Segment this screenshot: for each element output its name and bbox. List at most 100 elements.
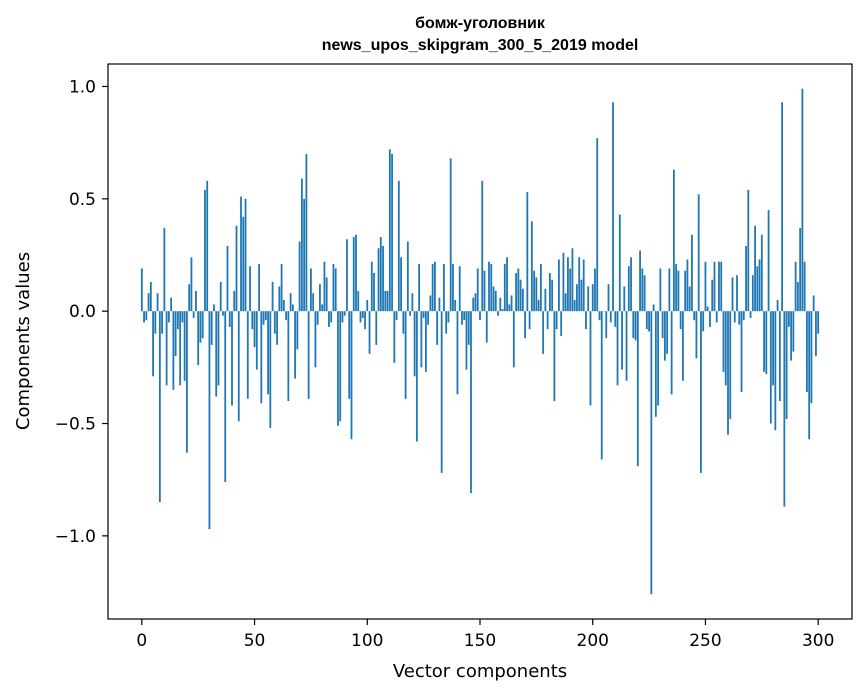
bar [742,311,745,321]
bar [679,311,682,330]
bar [774,311,777,431]
bar [264,311,267,321]
bar [190,257,193,312]
bar [713,261,716,312]
bar [722,311,725,372]
bar [533,270,536,312]
bar [515,272,517,312]
x-axis-label: Vector components [393,661,567,682]
bar [636,311,639,467]
bar [733,311,736,323]
bar [648,311,650,332]
bar [776,299,779,312]
bar [688,286,691,312]
bar [402,311,405,334]
bar [772,311,774,386]
bar [594,268,596,312]
bar [661,311,664,339]
bar [526,192,529,312]
y-tick-label: −0.5 [55,415,96,435]
bar [181,311,184,323]
bar [355,234,357,312]
bar [632,311,635,339]
chart-subtitle: news_upos_skipgram_300_5_2019 model [322,37,639,54]
x-axis: 0 50 100 150 200 250 300 [136,619,834,651]
bar [341,311,344,323]
bar [668,268,671,312]
bar [724,311,727,386]
bar [251,311,254,330]
bar [618,214,621,312]
bar [621,311,623,370]
bar [143,311,145,323]
bar [337,311,339,426]
bar [334,268,337,312]
bar [195,290,197,312]
bar [163,228,166,312]
bar [740,311,743,393]
bar [314,311,317,368]
bar [817,311,820,334]
bar [506,257,508,312]
bar [228,311,231,327]
bar [483,270,486,312]
bar [472,297,475,312]
bar [242,216,245,312]
bar [801,88,804,312]
bar [149,281,152,312]
bar [332,263,335,312]
bar [585,311,587,330]
bar [276,311,278,345]
bar [273,311,276,334]
bar [377,248,380,312]
bar [569,268,572,312]
bar [188,284,191,312]
bar [415,311,418,442]
bar [517,268,520,312]
bar [508,304,511,312]
bar [512,311,515,368]
bar [697,194,700,312]
bar [675,263,678,312]
bar [282,299,285,312]
bar [810,311,813,404]
bar [379,237,382,312]
bar [411,293,414,312]
x-tick-label: 100 [351,631,383,651]
bar [454,299,457,312]
bar [682,311,684,381]
bar [210,311,213,345]
bar [641,268,644,312]
plot-frame [107,63,853,620]
bar [296,311,299,350]
bar [639,250,641,312]
bar [330,311,333,323]
bar [364,311,366,330]
bar [769,311,772,424]
bar [803,261,806,312]
bar [434,261,436,312]
bar [736,275,738,312]
bar [424,311,427,372]
bar [598,311,601,321]
bar [652,304,655,312]
bar [170,297,173,312]
bar [634,311,637,341]
bar [174,311,177,357]
bar [616,311,619,386]
y-tick-label: −1.0 [55,527,96,547]
bar [612,102,614,312]
bar [576,284,578,312]
x-tick-label: 200 [577,631,609,651]
bar [397,180,400,312]
x-tick-label: 50 [244,631,266,651]
bar [361,311,364,318]
bar [796,281,799,312]
y-axis-label: Components values [13,252,34,430]
y-tick-label: 0.0 [69,302,96,322]
bar [445,311,448,334]
bar [235,225,238,312]
bar [213,304,215,312]
bar [530,221,533,312]
